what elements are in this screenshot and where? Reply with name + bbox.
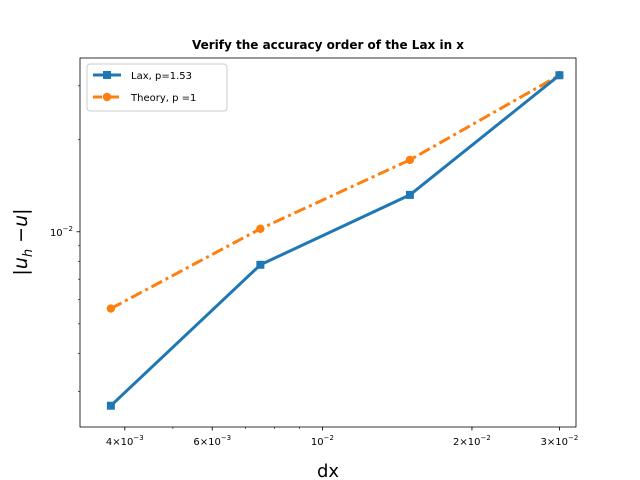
x-axis-label: dx	[317, 461, 339, 480]
series-2-line	[110, 73, 561, 310]
series-1-point	[106, 401, 115, 410]
legend-marker	[102, 92, 112, 102]
axes-frame	[79, 57, 577, 428]
y-axis-label-text: |uh −u|	[10, 208, 36, 275]
x-tick-label: 6×10−3	[193, 434, 231, 448]
series-1-point	[256, 260, 265, 269]
legend-marker	[103, 71, 111, 79]
series-1-point	[405, 190, 414, 199]
y-axis-label: |uh −u|	[10, 208, 36, 275]
y-axis-ticks: 10−2	[50, 85, 80, 393]
x-tick-label: 10−2	[311, 434, 334, 448]
x-tick-label: 2×10−2	[453, 434, 491, 448]
plot-area	[106, 71, 564, 410]
chart-title: Verify the accuracy order of the Lax in …	[192, 38, 464, 52]
legend-item: Theory, p =1	[93, 92, 196, 104]
series-2-point	[106, 304, 116, 313]
legend: Lax, p=1.53 Theory, p =1	[86, 63, 228, 112]
series-2-point	[405, 155, 415, 165]
series-1	[106, 71, 564, 410]
x-axis-ticks: 4×10−3 6×10−3 10−2 2×10−2 3×10−2	[106, 427, 578, 448]
x-tick-label: 4×10−3	[106, 434, 144, 448]
series-1-line	[109, 74, 561, 407]
legend-item: Lax, p=1.53	[93, 71, 192, 82]
series-2-point	[256, 224, 265, 233]
legend-label: Lax, p=1.53	[131, 71, 192, 82]
legend-label: Theory, p =1	[130, 93, 196, 104]
y-tick-label: 10−2	[50, 225, 73, 239]
x-tick-label: 3×10−2	[541, 434, 579, 448]
series-1-point	[555, 71, 564, 80]
legend-box	[86, 63, 228, 112]
